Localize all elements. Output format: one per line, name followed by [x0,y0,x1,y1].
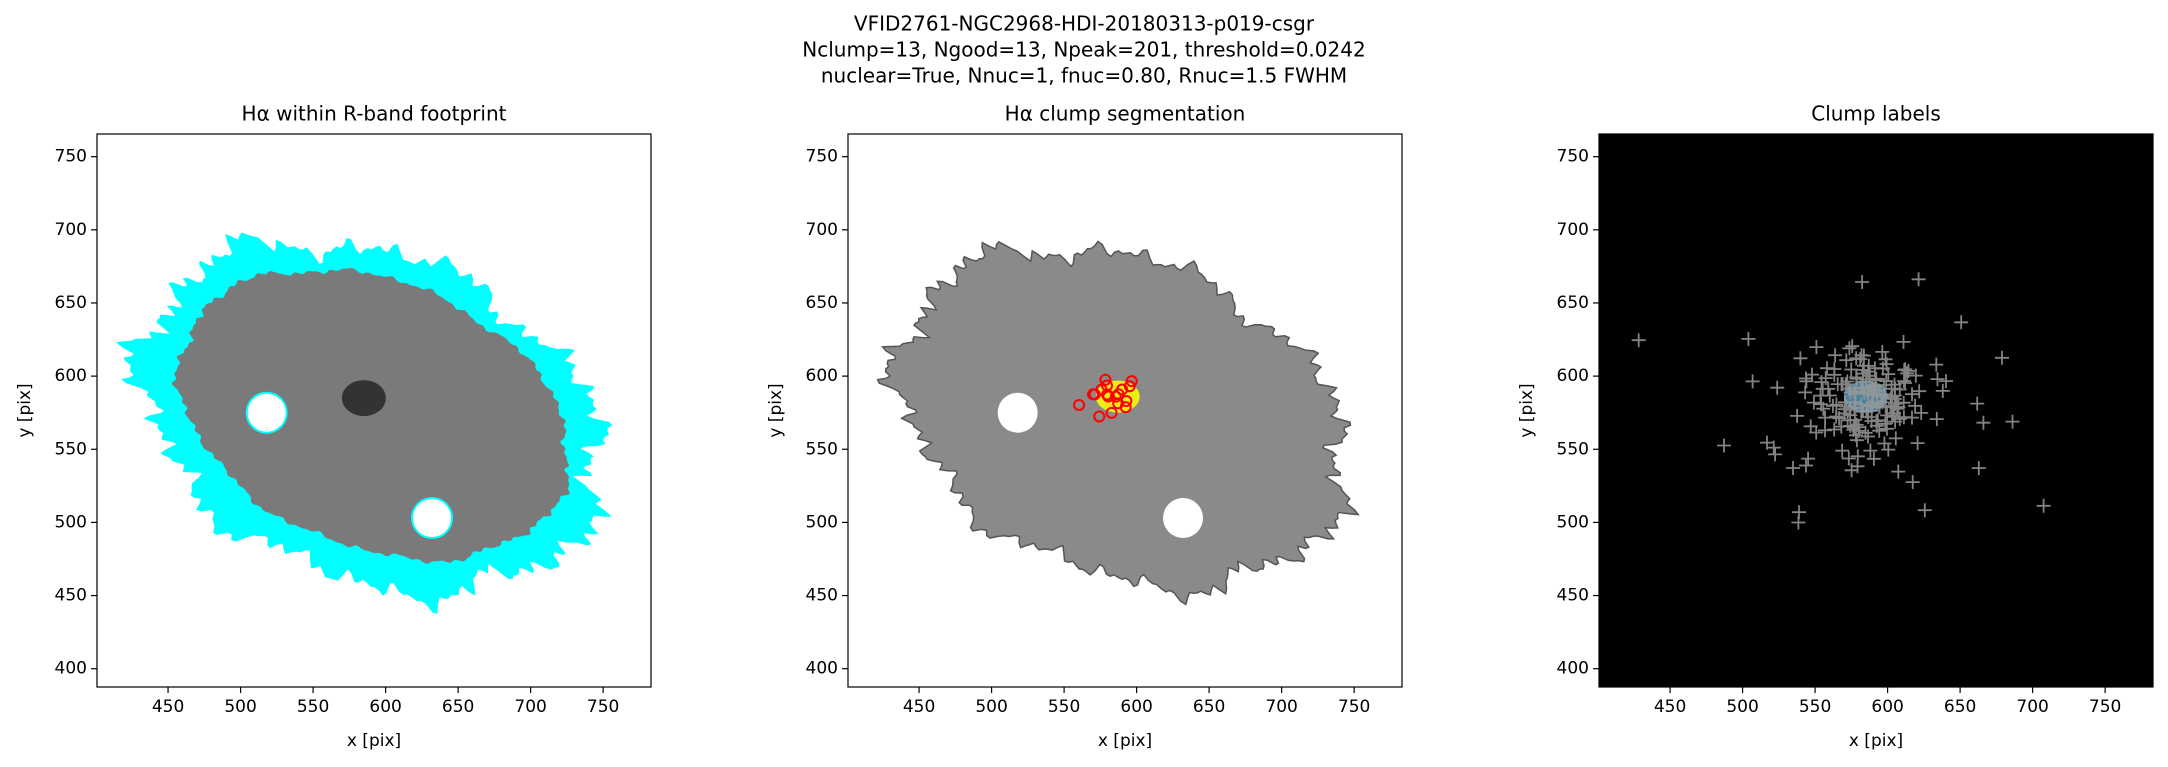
galaxy [172,267,570,564]
y-tick-label: 600 [806,366,838,386]
image [848,134,1402,687]
y-tick-label: 400 [55,659,87,679]
axes-title: Hα within R-band footprint [242,102,507,126]
x-axis-label: x [pix] [1098,731,1152,751]
y-tick-label: 400 [806,659,838,679]
x-tick-label: 450 [152,697,184,717]
clump [1120,395,1133,408]
y-tick-label: 600 [55,366,87,386]
suptitle: nuclear=True, Nnuc=1, fnuc=0.80, Rnuc=1.… [821,64,1347,88]
x-tick-label: 550 [1048,697,1080,717]
x-tick-label: 600 [1871,697,1903,717]
masked-star [411,497,454,540]
x-tick-label: 500 [1726,697,1758,717]
galaxy [876,240,1360,606]
x-tick-label: 450 [903,697,935,717]
masked-star [1163,498,1204,539]
suptitle: Nclump=13, Ngood=13, Npeak=201, threshol… [802,38,1365,62]
peaks [1631,272,2051,530]
y-tick-label: 450 [806,586,838,606]
y-tick-label: 400 [1557,659,1589,679]
y-tick-label: 550 [1557,439,1589,459]
image [1599,134,2153,687]
y-tick-label: 550 [806,439,838,459]
y-tick-label: 700 [55,220,87,240]
x-tick-label: 650 [442,697,474,717]
clump [1095,383,1108,396]
x-tick-label: 700 [514,697,546,717]
axes-title: Clump labels [1811,102,1941,126]
y-tick-label: 500 [1557,512,1589,532]
x-tick-label: 550 [297,697,329,717]
y-tick-label: 500 [55,512,87,532]
x-tick-label: 600 [369,697,401,717]
y-tick-label: 750 [806,147,838,167]
image [97,134,651,687]
y-tick-label: 450 [1557,586,1589,606]
galaxy-core [341,380,386,417]
y-tick-label: 550 [55,439,87,459]
x-tick-label: 650 [1944,697,1976,717]
x-tick-label: 700 [1265,697,1297,717]
y-axis-label: y [pix] [766,383,786,437]
y-tick-label: 700 [1557,220,1589,240]
y-tick-label: 450 [55,586,87,606]
x-tick-label: 650 [1193,697,1225,717]
x-tick-label: 500 [975,697,1007,717]
y-tick-label: 750 [1557,147,1589,167]
clump [1099,373,1112,386]
y-tick-label: 650 [55,293,87,313]
axes-frame [1598,133,2154,688]
y-tick-label: 500 [806,512,838,532]
axes-frame [847,133,1403,688]
y-tick-label: 700 [806,220,838,240]
x-tick-label: 750 [587,697,619,717]
clump [1093,410,1106,423]
axes-title: Hα clump segmentation [1005,102,1246,126]
y-tick-label: 650 [1557,293,1589,313]
masked-star [245,391,288,434]
x-tick-label: 750 [1338,697,1370,717]
masked-star [997,392,1038,433]
x-tick-label: 450 [1654,697,1686,717]
suptitle: VFID2761-NGC2968-HDI-20180313-p019-csgr [854,12,1315,36]
y-tick-label: 650 [806,293,838,313]
axes-frame [96,133,652,688]
clump [1105,406,1118,419]
x-axis-label: x [pix] [347,731,401,751]
x-tick-label: 550 [1799,697,1831,717]
clump [1073,399,1086,412]
y-tick-label: 750 [55,147,87,167]
y-tick-label: 600 [1557,366,1589,386]
y-axis-label: y [pix] [1517,383,1537,437]
y-axis-label: y [pix] [15,383,35,437]
x-tick-label: 500 [224,697,256,717]
clump [1123,380,1136,393]
x-tick-label: 700 [2016,697,2048,717]
x-tick-label: 600 [1120,697,1152,717]
x-axis-label: x [pix] [1849,731,1903,751]
x-tick-label: 750 [2089,697,2121,717]
clump [1119,401,1132,414]
